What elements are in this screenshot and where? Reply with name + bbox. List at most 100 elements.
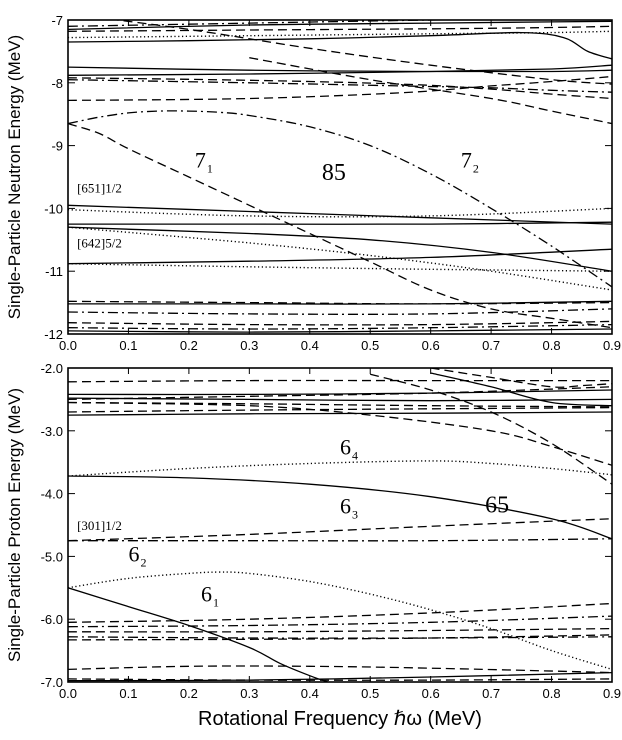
proton-series-line-4 [68,397,612,402]
proton-y-tick-label: -3.0 [41,424,63,439]
proton-level-subscript: 4 [352,449,358,463]
neutron-series-line-8 [68,66,612,73]
proton-x-tick-label: 0.0 [59,686,77,701]
neutron-series-line-15 [68,204,612,225]
proton-series-line-10 [370,373,612,485]
neutron-level-label: 7 [195,148,206,173]
neutron-plot-frame [67,19,613,335]
proton-y-tick-label: -6.0 [41,612,63,627]
proton-orbital-label: [301]1/2 [77,518,122,533]
proton-series-line-18 [68,602,612,623]
neutron-level-subscript: 1 [207,162,213,176]
proton-x-tick-label: 0.7 [482,686,500,701]
proton-y-tick-label: -2.0 [41,361,63,376]
proton-level-subscript: 3 [352,508,358,522]
proton-series-line-2 [68,386,612,401]
proton-series-line-13 [68,475,612,540]
neutron-x-tick-label: 0.2 [180,338,198,353]
neutron-series-line-16 [68,207,612,218]
neutron-x-tick-label: 0.8 [543,338,561,353]
neutron-series-line-12 [249,57,612,125]
proton-level-label: 6 [201,582,212,607]
neutron-series-line-23 [68,300,612,305]
proton-y-tick-label: -7.0 [41,675,63,690]
neutron-x-tick-label: 0.5 [361,338,379,353]
neutron-y-tick-label: -8 [51,76,63,91]
neutron-series-line-2 [68,25,612,32]
proton-series-line-5 [68,401,612,408]
neutron-series-line-9 [68,75,612,102]
neutron-series-line-13 [68,110,612,288]
neutron-series-line-21 [68,263,612,272]
neutron-series-line-10 [68,77,612,100]
proton-axis-ticks: 0.0 0.1 0.2 0.3 0.4 0.5 0.6 0.7 0.8 0.9 -2.0 -3.0 -4… [41,361,621,701]
proton-level-label: 6 [340,494,351,519]
neutron-y-tick-label: -10 [44,201,63,216]
neutron-series-line-17 [68,221,612,225]
neutron-x-tick-label: 0.7 [482,338,500,353]
neutron-series-line-24 [68,308,612,315]
neutron-axis-ticks: 0.0 0.1 0.2 0.3 0.4 0.5 0.6 0.7 0.8 0.9 -7 -8 -9 -10 -… [44,13,621,353]
neutron-x-tick-label: 0.1 [119,338,137,353]
neutron-panel: 0.0 0.1 0.2 0.3 0.4 0.5 0.6 0.7 0.8 0.9 -7 -8 -9 -10 -… [5,13,621,353]
proton-series-line-3 [68,389,612,396]
neutron-level-label: 85 [322,160,346,186]
neutron-series-line-18 [68,226,612,272]
neutron-series-line-26 [68,323,612,330]
proton-y-axis-label: Single-Particle Proton Energy (MeV) [5,388,24,662]
neutron-series-line-11 [68,79,612,93]
proton-x-tick-label: 0.1 [119,686,137,701]
proton-plot-area [68,368,612,682]
proton-series-line-11 [68,401,612,466]
proton-plot-frame [67,367,613,683]
proton-series-line-20 [68,627,612,633]
proton-x-tick-label: 0.3 [240,686,258,701]
neutron-plot-area [68,20,612,333]
proton-level-label: 65 [485,492,509,518]
proton-series-line-16 [68,571,612,671]
proton-x-tick-label: 0.8 [543,686,561,701]
proton-series-line-9 [430,372,612,407]
proton-series-line-14 [68,518,612,542]
proton-series-line-23 [68,665,612,674]
proton-series-line-22 [68,636,612,639]
neutron-x-tick-label: 0.4 [301,338,319,353]
neutron-x-tick-label: 0.9 [603,338,621,353]
neutron-series-line-25 [68,320,612,326]
proton-series-line-19 [68,615,612,628]
neutron-orbital-label: [651]1/2 [77,181,122,196]
proton-series-line-17 [68,587,329,682]
neutron-y-tick-label: -12 [44,327,63,342]
neutron-y-tick-label: -11 [45,264,63,279]
neutron-series-line-27 [68,328,612,333]
proton-x-tick-label: 0.5 [361,686,379,701]
proton-y-tick-label: -4.0 [41,487,63,502]
proton-series-line-15 [68,538,612,542]
proton-x-tick-label: 0.2 [180,686,198,701]
proton-series-line-6 [68,406,612,413]
neutron-series-line-4 [68,31,612,60]
proton-level-label: 6 [340,435,351,460]
proton-panel: 0.0 0.1 0.2 0.3 0.4 0.5 0.6 0.7 0.8 0.9 -2.0 -3.0 -4… [5,361,621,730]
neutron-x-tick-label: 0.6 [422,338,440,353]
proton-level-subscript: 1 [213,596,219,610]
proton-x-tick-label: 0.9 [603,686,621,701]
proton-series-line-21 [68,634,612,641]
neutron-level-label: 7 [461,148,472,173]
neutron-y-tick-label: -9 [51,139,63,154]
neutron-series-line-7 [68,64,612,76]
neutron-x-tick-label: 0.3 [240,338,258,353]
proton-series-line-24 [68,678,612,681]
neutron-series-line-6 [68,30,612,39]
proton-series-line-7 [68,411,612,416]
proton-level-subscript: 2 [140,555,146,569]
proton-series-line-1 [68,379,612,383]
proton-series-line-12 [68,460,612,477]
proton-series-line-8 [430,368,612,388]
neutron-series-line-14 [68,122,612,329]
proton-level-label: 6 [128,541,139,566]
neutron-y-tick-label: -7 [51,13,63,28]
proton-y-tick-label: -5.0 [41,549,63,564]
neutron-x-tick-label: 0.0 [59,338,77,353]
